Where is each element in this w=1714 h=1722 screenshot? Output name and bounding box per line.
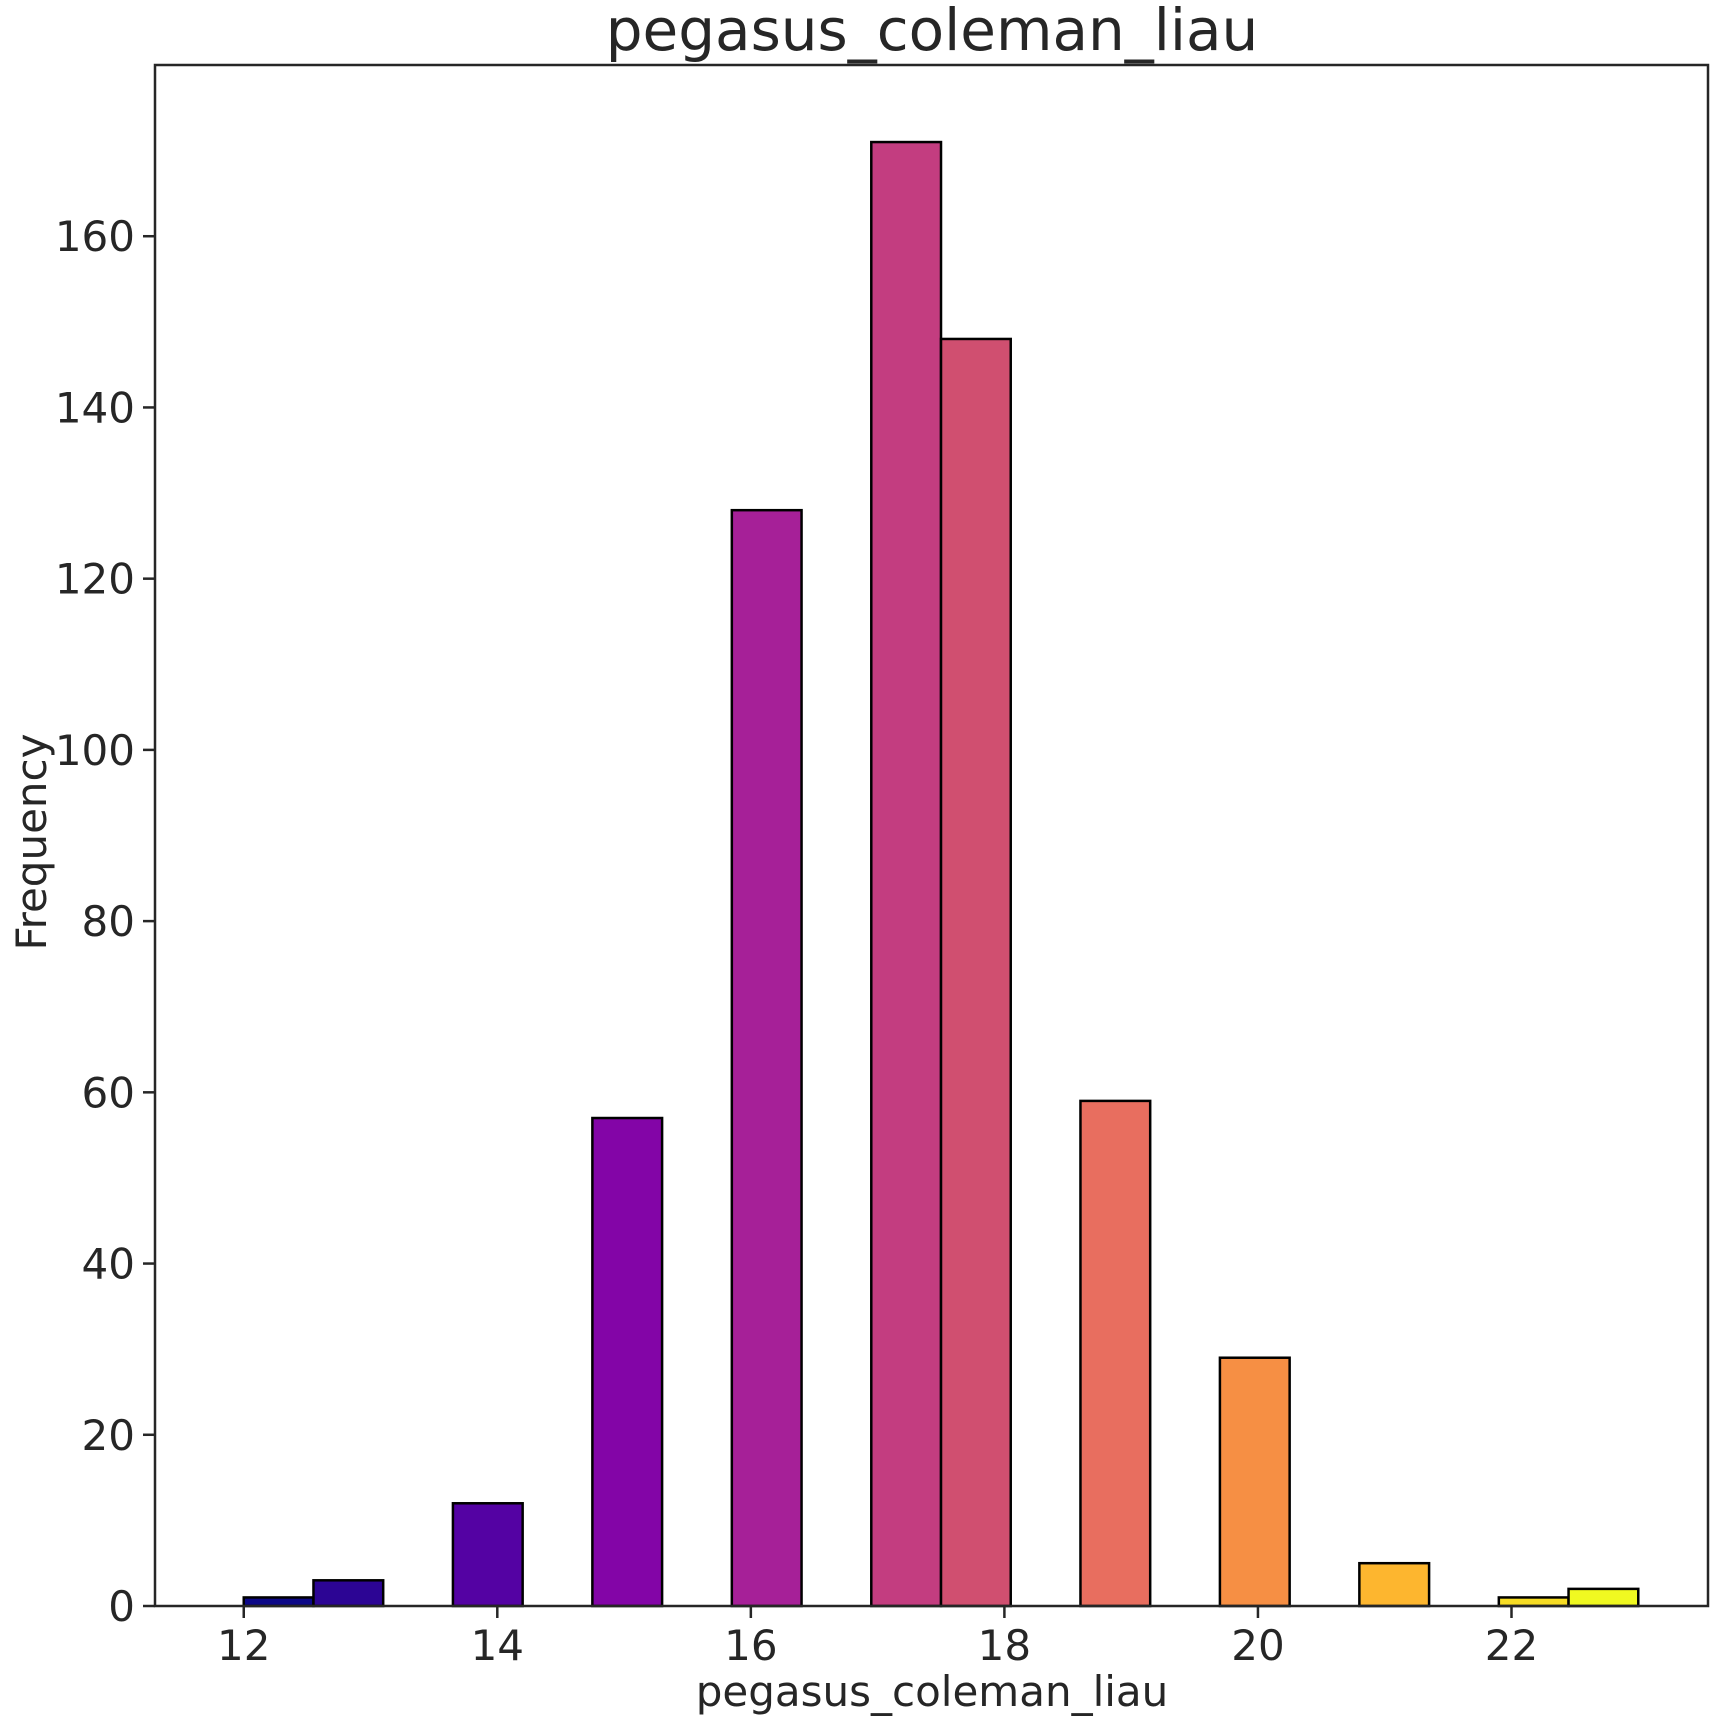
histogram-bar <box>1079 1099 1152 1608</box>
x-axis-label: pegasus_coleman_liau <box>696 1667 1169 1716</box>
histogram-bar <box>1358 1561 1431 1608</box>
histogram-bar <box>1567 1587 1640 1608</box>
y-axis-label: Frequency <box>7 734 56 951</box>
x-axis: 12 14 16 18 20 22 <box>217 1606 1538 1670</box>
y-tick-label: 80 <box>82 897 135 946</box>
y-tick-label: 100 <box>55 726 135 775</box>
y-tick-label: 40 <box>82 1240 135 1289</box>
histogram-bar <box>242 1596 315 1608</box>
x-tick-label: 22 <box>1485 1621 1538 1670</box>
histogram-bar <box>591 1116 664 1608</box>
x-tick-label: 18 <box>978 1621 1031 1670</box>
histogram-bar <box>1497 1596 1570 1608</box>
histogram-bar <box>730 508 803 1608</box>
histogram-bar <box>312 1579 385 1608</box>
x-tick-label: 16 <box>724 1621 777 1670</box>
y-tick-label: 120 <box>55 555 135 604</box>
x-tick-label: 12 <box>217 1621 270 1670</box>
plot-frame <box>153 63 1710 1608</box>
chart-title: pegasus_coleman_liau <box>606 0 1259 64</box>
histogram-bar <box>870 140 943 1608</box>
x-tick-label: 20 <box>1231 1621 1284 1670</box>
x-tick-label: 14 <box>471 1621 524 1670</box>
histogram-bar <box>939 337 1012 1608</box>
y-tick-label: 60 <box>82 1068 135 1117</box>
y-tick-label: 0 <box>108 1582 135 1631</box>
y-tick-label: 160 <box>55 212 135 261</box>
histogram-bar <box>1218 1356 1291 1608</box>
plot-area <box>242 140 1640 1608</box>
y-tick-label: 140 <box>55 383 135 432</box>
y-axis: 0 20 40 60 80 100 120 140 160 <box>55 212 155 1631</box>
y-tick-label: 20 <box>82 1411 135 1460</box>
histogram-bar <box>451 1502 524 1608</box>
